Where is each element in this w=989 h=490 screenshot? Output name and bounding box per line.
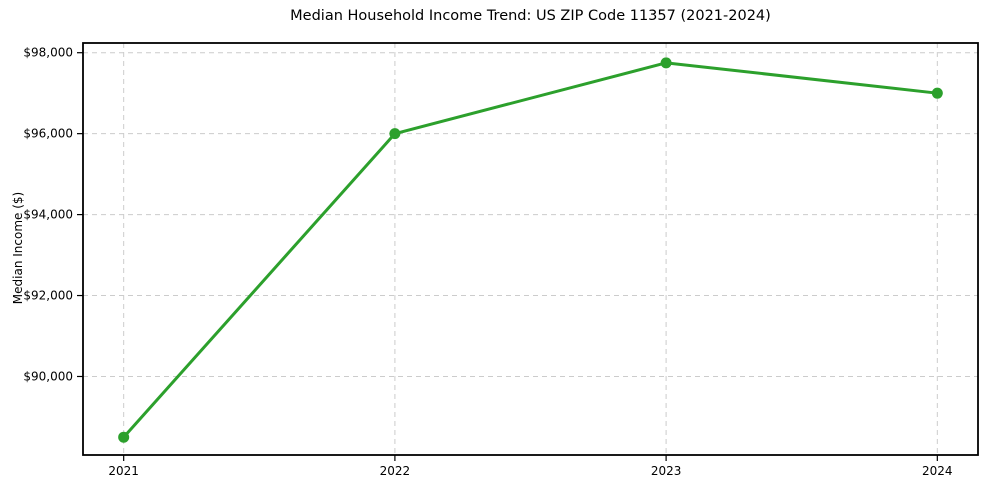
x-tick-label: 2023: [651, 464, 682, 478]
y-tick-label: $90,000: [23, 369, 73, 383]
y-tick-label: $98,000: [23, 46, 73, 60]
data-point-marker: [660, 57, 672, 69]
data-point-marker: [118, 431, 130, 443]
plot-frame: [82, 42, 979, 456]
trend-line: [122, 61, 939, 439]
data-point-marker: [389, 128, 401, 140]
x-tick-label: 2022: [380, 464, 411, 478]
x-tick-label: 2021: [108, 464, 139, 478]
chart-title: Median Household Income Trend: US ZIP Co…: [290, 8, 771, 24]
data-point-marker: [931, 87, 943, 99]
y-tick-label: $94,000: [23, 208, 73, 222]
x-tick-label: 2024: [922, 464, 953, 478]
y-axis-label: Median Income ($): [11, 191, 25, 305]
y-tick-label: $92,000: [23, 289, 73, 303]
y-tick-label: $96,000: [23, 127, 73, 141]
